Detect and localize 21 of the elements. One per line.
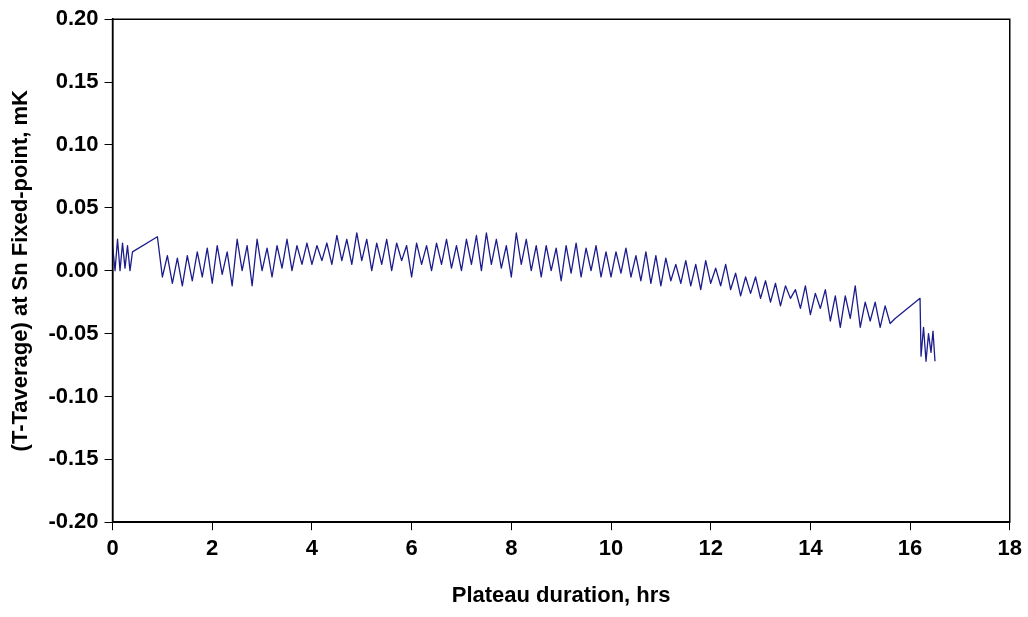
- x-tick-label: 0: [106, 535, 119, 561]
- x-tick-label: 6: [405, 535, 418, 561]
- y-tick-label: 0.15: [55, 68, 99, 94]
- x-tick-label: 4: [305, 535, 319, 561]
- x-tick-label: 2: [206, 535, 219, 561]
- y-tick-label: 0.05: [55, 193, 99, 219]
- x-tick-label: 8: [505, 535, 518, 561]
- y-tick-label: 0.00: [55, 256, 99, 282]
- x-tick-label: 18: [997, 535, 1023, 561]
- x-tick-label: 12: [698, 535, 723, 561]
- x-tick-label: 14: [798, 535, 824, 561]
- y-axis-title: (T-Taverage) at Sn Fixed-point, mK: [7, 89, 33, 452]
- y-tick-label: -0.15: [48, 445, 99, 471]
- y-tick-label: -0.10: [48, 382, 99, 408]
- x-tick-label: 10: [598, 535, 624, 561]
- y-tick-label: 0.20: [55, 5, 99, 31]
- x-axis-title: Plateau duration, hrs: [451, 581, 671, 607]
- y-tick-label: -0.20: [48, 508, 99, 534]
- y-tick-label: -0.05: [48, 319, 99, 345]
- x-tick-label: 16: [897, 535, 923, 561]
- y-tick-label: 0.10: [55, 131, 99, 157]
